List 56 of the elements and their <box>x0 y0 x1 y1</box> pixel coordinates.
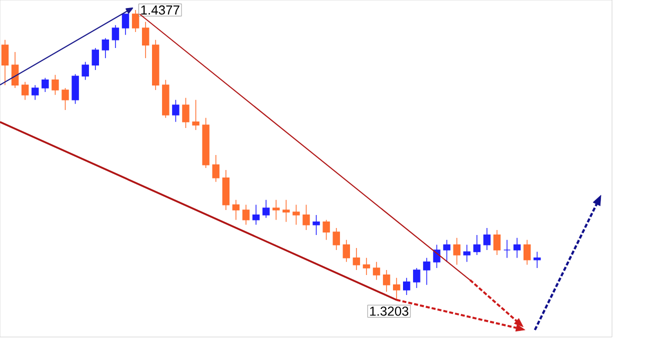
candlestick <box>182 97 190 128</box>
candlestick <box>342 239 350 262</box>
candlestick <box>524 239 531 266</box>
candlestick <box>503 239 511 258</box>
candlestick <box>352 248 360 270</box>
candlestick <box>473 234 481 256</box>
candlestick <box>403 277 410 296</box>
candlestick <box>62 88 69 110</box>
candlestick <box>292 204 300 226</box>
candlestick <box>212 154 220 182</box>
candlestick <box>82 61 89 80</box>
text: 1.3203 <box>370 306 408 316</box>
candlestick <box>102 38 110 59</box>
candlestick <box>483 228 491 250</box>
candlestick <box>21 81 29 100</box>
candlestick <box>152 39 160 90</box>
candlestick <box>232 199 240 220</box>
candlestick <box>493 230 501 256</box>
candlestick <box>1 39 9 86</box>
candlestick <box>372 262 380 280</box>
annotation: 1.4377 <box>141 5 180 15</box>
candlestick <box>222 170 230 210</box>
candlestick <box>272 199 280 220</box>
candlestick <box>453 237 460 266</box>
candlestick <box>242 204 250 226</box>
candlestick <box>42 77 49 92</box>
candlestick <box>382 270 390 292</box>
candlestick <box>52 74 59 96</box>
candlestick <box>112 24 120 48</box>
candlestick <box>192 99 200 130</box>
candlestick <box>252 204 260 226</box>
candlestick <box>142 21 150 59</box>
candlestick <box>32 84 39 100</box>
candlestick <box>513 237 521 258</box>
candlestick <box>463 244 470 262</box>
candlestick <box>443 239 450 262</box>
candlestick <box>433 244 440 268</box>
candlestick <box>423 257 430 286</box>
candlestick <box>92 48 99 70</box>
candlestick <box>413 268 420 288</box>
candlestick <box>122 14 130 36</box>
candlestick <box>162 79 170 118</box>
candlestick <box>262 199 270 218</box>
candlestick <box>322 219 330 240</box>
candlestick <box>11 52 19 88</box>
candlestick <box>72 74 79 104</box>
candlestick <box>332 228 340 250</box>
candlestick <box>202 117 210 168</box>
candlestick <box>392 277 400 300</box>
candlestick <box>534 251 541 268</box>
candlestick <box>302 204 310 230</box>
candlestick <box>312 214 320 236</box>
candlestick <box>132 10 140 32</box>
candlestick <box>282 199 290 222</box>
candlestick <box>362 257 370 276</box>
candlestick <box>172 99 180 122</box>
